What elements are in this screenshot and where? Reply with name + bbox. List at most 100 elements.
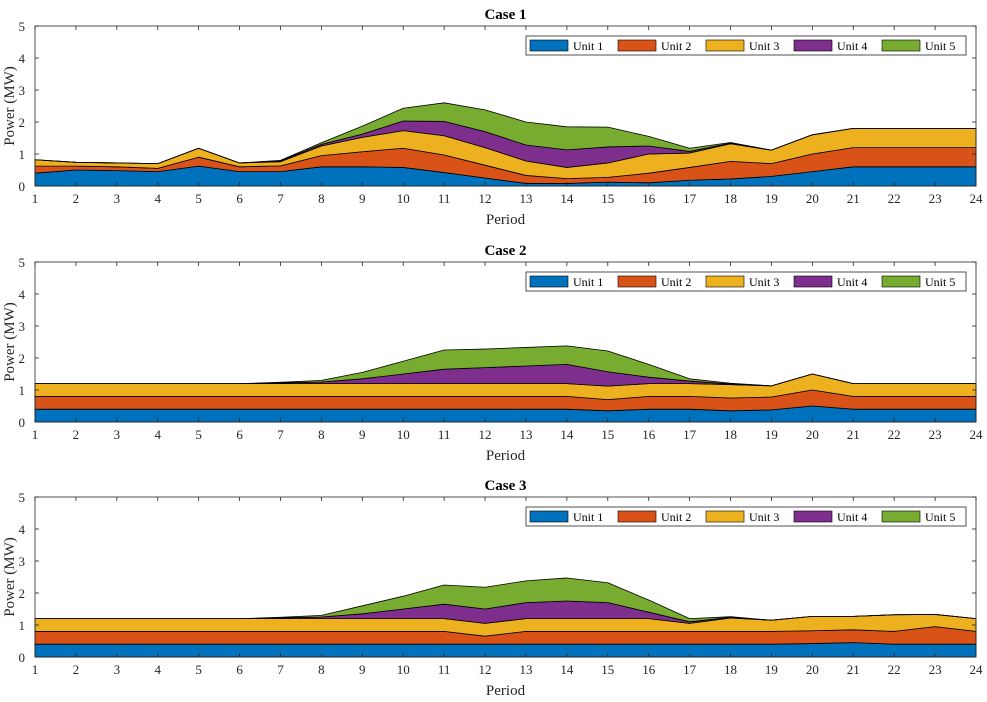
x-tick-label: 5	[195, 662, 202, 677]
legend: Unit 1 Unit 2 Unit 3 Unit 4 Unit 5	[525, 506, 967, 527]
x-tick-label: 1	[32, 191, 39, 206]
axes-box	[34, 25, 977, 187]
x-tick-label: 19	[765, 662, 778, 677]
chart-title: Case 1	[484, 7, 526, 23]
x-tick-label: 17	[683, 191, 697, 206]
x-tick-label: 2	[73, 662, 80, 677]
x-tick-label: 21	[847, 427, 860, 442]
x-tick-label: 14	[560, 662, 574, 677]
x-tick-label: 9	[359, 427, 366, 442]
chart-panel-2: 1 2 3 4 5 6 7 8 9 10 11 12 13 14 15 16 17 18 19 20 21 22 23 240…	[2, 243, 983, 464]
legend-swatch	[881, 39, 921, 52]
x-tick-label: 15	[601, 191, 614, 206]
legend-swatch	[529, 510, 569, 523]
x-tick-label: 18	[724, 427, 737, 442]
x-tick-label: 5	[195, 191, 202, 206]
y-tick-label: 1	[19, 618, 26, 633]
y-axis-label: Power (MW)	[2, 66, 18, 146]
chart-panel-3: 1 2 3 4 5 6 7 8 9 10 11 12 13 14 15 16 17 18 19 20 21 22 23 240…	[2, 478, 983, 699]
x-axis-label: Period	[486, 448, 526, 464]
x-tick-label: 19	[765, 427, 778, 442]
y-tick-label: 4	[19, 51, 26, 66]
y-tick-label: 4	[19, 522, 26, 537]
x-tick-label: 20	[806, 191, 819, 206]
legend-entry-label: Unit 2	[661, 275, 691, 289]
x-tick-label: 17	[683, 427, 697, 442]
x-tick-label: 16	[642, 662, 656, 677]
x-tick-label: 15	[601, 427, 614, 442]
x-tick-label: 23	[929, 191, 942, 206]
x-tick-label: 16	[642, 427, 656, 442]
legend-swatch	[793, 39, 833, 52]
y-axis-label: Power (MW)	[2, 302, 18, 382]
x-tick-label: 14	[560, 427, 574, 442]
x-tick-label: 15	[601, 662, 614, 677]
x-tick-label: 10	[397, 191, 410, 206]
axes-box	[34, 496, 977, 658]
x-tick-label: 6	[236, 662, 243, 677]
x-tick-label: 13	[519, 427, 532, 442]
legend-entry-label: Unit 1	[573, 510, 603, 524]
legend-entry-label: Unit 4	[837, 275, 867, 289]
x-tick-label: 24	[970, 191, 984, 206]
y-tick-label: 5	[19, 19, 26, 34]
x-tick-label: 22	[888, 427, 901, 442]
x-tick-label: 4	[154, 662, 161, 677]
x-tick-label: 13	[519, 662, 532, 677]
area-unit-1	[34, 642, 977, 658]
x-tick-label: 10	[397, 427, 410, 442]
x-tick-label: 5	[195, 427, 202, 442]
x-tick-label: 20	[806, 662, 819, 677]
y-tick-label: 0	[19, 179, 26, 194]
x-tick-label: 4	[154, 191, 161, 206]
y-tick-label: 2	[19, 586, 26, 601]
legend-entry-label: Unit 5	[925, 510, 955, 524]
x-tick-label: 1	[32, 427, 39, 442]
x-tick-label: 19	[765, 191, 778, 206]
y-tick-label: 3	[19, 554, 26, 569]
legend-swatch	[793, 275, 833, 288]
x-tick-label: 12	[479, 662, 492, 677]
y-tick-label: 3	[19, 319, 26, 334]
legend-entry-label: Unit 4	[837, 39, 867, 53]
legend-entry-label: Unit 1	[573, 39, 603, 53]
legend-swatch	[705, 510, 745, 523]
x-tick-label: 21	[847, 191, 860, 206]
x-axis-label: Period	[486, 683, 526, 699]
chart-panels: 1 2 3 4 5 6 7 8 9 10 11 12 13 14 15 16 17 18 19 20 21 22 23 240…	[2, 7, 983, 699]
legend-entry-label: Unit 1	[573, 275, 603, 289]
y-tick-label: 2	[19, 351, 26, 366]
legend-swatch	[705, 275, 745, 288]
x-tick-label: 8	[318, 662, 325, 677]
x-axis-label: Period	[486, 212, 526, 228]
x-tick-label: 3	[114, 427, 121, 442]
x-tick-label: 11	[438, 191, 451, 206]
x-tick-label: 24	[970, 427, 984, 442]
y-tick-label: 1	[19, 147, 26, 162]
x-tick-label: 18	[724, 662, 737, 677]
legend-swatch	[617, 39, 657, 52]
x-tick-label: 3	[114, 662, 121, 677]
x-tick-label: 23	[929, 662, 942, 677]
x-tick-label: 20	[806, 427, 819, 442]
axes-box	[34, 261, 977, 423]
legend-swatch	[617, 510, 657, 523]
x-tick-label: 13	[519, 191, 532, 206]
x-tick-label: 22	[888, 191, 901, 206]
y-tick-label: 5	[19, 255, 26, 270]
x-tick-label: 4	[154, 427, 161, 442]
x-tick-label: 12	[479, 427, 492, 442]
x-tick-label: 6	[236, 191, 243, 206]
y-axis-label: Power (MW)	[2, 537, 18, 617]
legend-entry-label: Unit 3	[749, 39, 779, 53]
x-tick-label: 2	[73, 427, 80, 442]
x-tick-label: 24	[970, 662, 984, 677]
legend-entry-label: Unit 5	[925, 275, 955, 289]
chart-title: Case 3	[484, 478, 526, 494]
y-tick-label: 0	[19, 415, 26, 430]
legend-entry-label: Unit 2	[661, 510, 691, 524]
x-tick-label: 18	[724, 191, 737, 206]
y-tick-label: 3	[19, 83, 26, 98]
x-tick-label: 9	[359, 191, 366, 206]
y-tick-label: 0	[19, 650, 26, 665]
